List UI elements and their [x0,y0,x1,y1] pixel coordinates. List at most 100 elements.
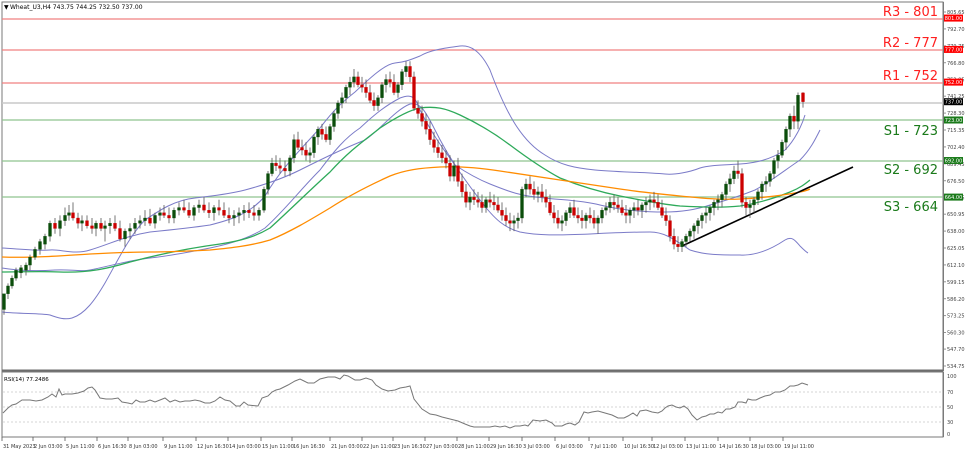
bear-candle [740,173,744,203]
bull-candle [468,196,472,203]
header-triangle-icon: ▼ [4,4,9,11]
bear-candle [552,212,556,219]
bull-candle [780,142,784,156]
bear-candle [118,228,122,240]
symbol-ohlc-label: Wheat_U3,H4 743.75 744.25 732.50 737.00 [10,4,143,11]
bull-candle [524,183,528,190]
bear-candle [660,207,664,216]
price-tick-label: 638.00 [947,229,965,235]
time-tick-label: 14 Jul 16:30 [719,444,749,450]
bull-candle [67,212,71,216]
bear-candle [656,202,660,208]
bear-candle [283,168,287,172]
bull-candle [720,194,724,200]
bear-candle [252,212,256,216]
time-tick-label: 2 Jun 03:00 [34,444,63,450]
resistance-price-badge [944,45,963,53]
time-tick-label: 16 Jun 16:30 [293,444,325,450]
r3-label: R3 - 801 [883,5,938,20]
bear-candle [488,199,492,203]
bull-candle [564,212,568,221]
time-tick-label: 9 Jun 11:00 [164,444,193,450]
bull-candle [484,199,488,208]
price-tick-label: 728.30 [947,111,965,117]
price-tick-label: 676.50 [947,179,965,185]
bull-candle [212,207,216,213]
price-tick-label: 650.95 [947,212,965,218]
bear-candle [217,207,221,211]
bull-candle [332,113,336,127]
bull-candle [153,215,157,224]
bull-candle [24,264,28,271]
rsi-tick-label: 70 [947,390,953,396]
bull-candle [138,220,142,224]
price-badge-label: 723.00 [945,118,963,124]
bear-candle [672,236,676,245]
bull-candle [48,223,52,237]
bull-candle [312,136,316,153]
bear-candle [652,199,656,203]
bear-candle [222,210,226,216]
bear-candle [440,152,444,159]
bear-candle [187,210,191,216]
rsi-tick-label: 100 [947,374,957,380]
bull-candle [748,204,752,208]
bear-candle [548,202,552,213]
bear-candle [90,225,94,229]
price-tick-label: 612.10 [947,263,965,269]
price-tick-label: 547.70 [947,347,965,353]
bull-candle [396,84,400,93]
time-tick-label: 8 Jun 03:00 [129,444,158,450]
bull-candle [63,215,67,221]
bear-candle [432,139,436,148]
bull-candle [400,71,404,85]
bear-candle [360,84,364,88]
price-axis: 805.65792.70779.75766.80753.85741.25728.… [943,2,965,371]
s2-label: S2 - 692 [884,163,938,178]
bear-candle [801,92,805,102]
price-tick-label: 792.70 [947,27,965,33]
price-badge-label: 664.00 [945,195,963,201]
bear-candle [744,202,748,208]
bull-candle [384,79,388,85]
bear-candle [372,100,376,106]
bull-candle [376,97,380,106]
rsi-label: RSI(14) 77.2486 [4,377,49,383]
bull-candle [2,293,6,310]
ma-slow-orange [1,166,811,258]
time-tick-label: 10 Jul 16:30 [624,444,654,450]
r2-label: R2 - 777 [883,36,938,51]
bull-candle [628,210,632,216]
rsi-tick-label: 50 [947,405,953,411]
ascending-trendline [681,166,854,247]
bull-candle [266,173,270,190]
time-tick-label: 12 Jun 16:30 [197,444,229,450]
bull-candle [242,210,246,213]
s1-label: S1 - 723 [884,124,938,139]
bear-candle [624,212,628,216]
bear-candle [544,196,548,203]
bull-candle [648,199,652,203]
bear-candle [274,162,278,166]
bear-candle [636,207,640,211]
bear-candle [388,79,392,83]
bull-candle [172,210,176,219]
bear-candle [592,217,596,224]
support-price-badge [944,116,963,124]
bull-candle [123,230,127,240]
price-tick-label: 741.25 [947,94,965,100]
bull-candle [328,126,332,140]
bull-candle [10,277,14,287]
price-badge-label: 692.00 [945,159,963,165]
rsi-tick-label: 30 [947,420,953,426]
time-tick-label: 22 Jun 11:00 [363,444,395,450]
bear-candle [528,183,532,190]
bear-candle [456,165,460,182]
bear-candle [676,243,680,247]
bear-candle [476,199,480,203]
time-tick-label: 6 Jun 16:30 [98,444,127,450]
time-tick-label: 13 Jul 11:00 [686,444,716,450]
price-badge-label: 801.00 [945,16,963,22]
bull-candle [336,102,340,114]
bull-candle [700,215,704,221]
